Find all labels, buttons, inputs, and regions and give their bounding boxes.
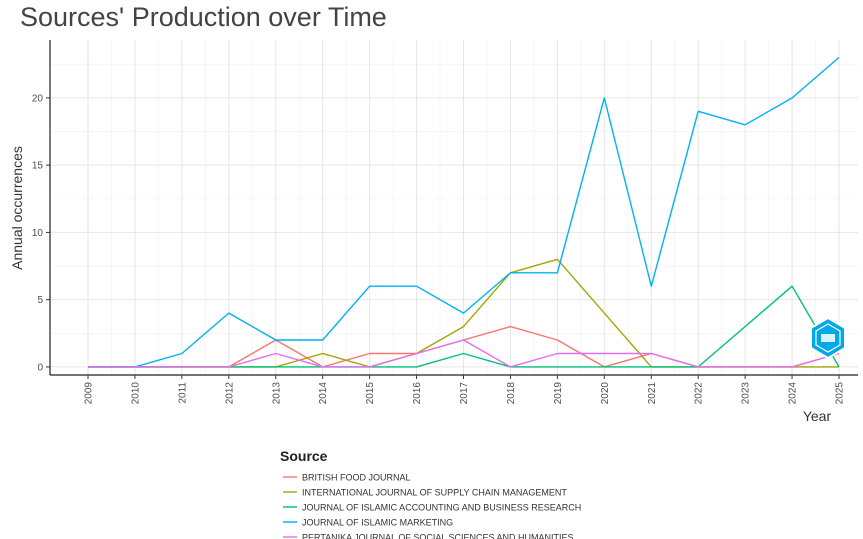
x-tick-label: 2017 [459,382,470,405]
x-tick-label: 2018 [506,382,517,405]
y-tick-labels: 0 5 10 15 20 [32,93,44,373]
x-tick-label: 2022 [694,382,705,405]
x-tick-label: 2012 [224,382,235,405]
axes [46,40,858,379]
legend-label-1: BRITISH FOOD JOURNAL [302,473,411,483]
x-tick-label: 2019 [553,382,564,405]
x-tick-label: 2013 [271,382,282,405]
x-tick-label: 2009 [84,382,95,405]
x-tick-label: 2015 [365,382,376,405]
legend-label-3: JOURNAL OF ISLAMIC ACCOUNTING AND BUSINE… [302,503,581,513]
legend-label-2: INTERNATIONAL JOURNAL OF SUPPLY CHAIN MA… [302,488,567,498]
legend-label-5: PERTANIKA JOURNAL OF SOCIAL SCIENCES AND… [302,533,574,539]
y-tick-label: 20 [32,93,44,104]
x-tick-label: 2011 [177,382,188,404]
legend-label-4: JOURNAL OF ISLAMIC MARKETING [302,518,453,528]
legend-title: Source [280,448,328,464]
y-tick-label: 10 [32,228,44,239]
y-tick-label: 0 [37,362,43,373]
x-tick-label: 2023 [741,382,752,405]
legend: Source BRITISH FOOD JOURNAL INTERNATIONAL… [280,448,581,539]
x-tick-labels: 2009 2010 2011 2012 2013 2014 2015 2016 2017 2018… [84,382,846,405]
grid [50,40,858,375]
y-axis-title: Annual occurrences [9,146,25,270]
x-tick-label: 2025 [835,382,846,405]
x-axis-title: Year [803,408,832,424]
logo-badge-icon [810,316,846,360]
y-tick-label: 5 [37,295,43,306]
x-tick-label: 2016 [412,382,423,405]
series-line-5 [88,339,840,368]
x-tick-label: 2020 [600,382,611,405]
series-lines [88,56,840,368]
x-tick-label: 2014 [318,382,329,405]
x-tick-label: 2021 [647,382,658,405]
series-line-4 [88,56,840,368]
x-tick-label: 2024 [788,382,799,405]
chart-title: Sources' Production over Time [20,2,387,32]
x-tick-label: 2010 [130,382,141,405]
y-tick-label: 15 [32,161,44,172]
